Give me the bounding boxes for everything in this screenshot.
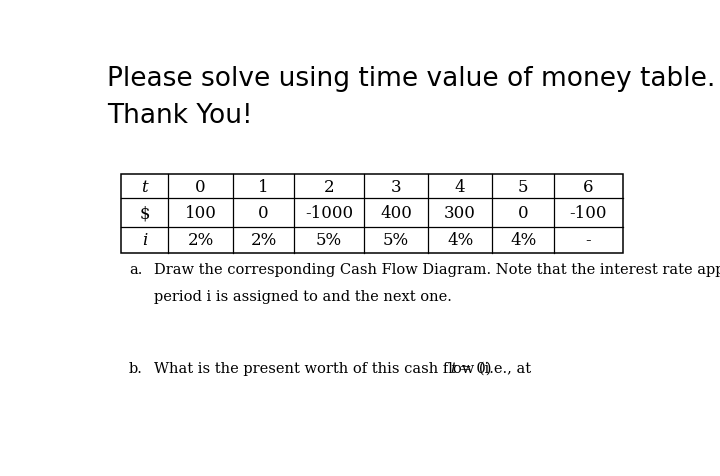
Text: 0: 0 xyxy=(518,205,528,222)
Text: Thank You!: Thank You! xyxy=(107,103,253,129)
Text: 5%: 5% xyxy=(383,232,409,249)
Text: 400: 400 xyxy=(380,205,412,222)
Text: t: t xyxy=(141,178,148,195)
Text: 2: 2 xyxy=(324,178,334,195)
Text: 5%: 5% xyxy=(316,232,342,249)
Text: 300: 300 xyxy=(444,205,476,222)
Text: = 0): = 0) xyxy=(454,361,491,375)
Text: -1000: -1000 xyxy=(305,205,354,222)
Text: -: - xyxy=(585,232,591,249)
Text: 1: 1 xyxy=(258,178,269,195)
Text: Draw the corresponding Cash Flow Diagram. Note that the interest rate applies be: Draw the corresponding Cash Flow Diagram… xyxy=(154,262,720,277)
Text: -100: -100 xyxy=(570,205,607,222)
Text: i: i xyxy=(142,232,147,249)
Text: 0: 0 xyxy=(258,205,269,222)
Text: 2%: 2% xyxy=(187,232,214,249)
Text: 0: 0 xyxy=(195,178,206,195)
Text: 2%: 2% xyxy=(251,232,276,249)
Bar xyxy=(121,174,623,253)
Text: 4: 4 xyxy=(455,178,466,195)
Text: 5: 5 xyxy=(518,178,528,195)
Text: What is the present worth of this cash flow (i.e., at: What is the present worth of this cash f… xyxy=(154,361,536,376)
Text: b.: b. xyxy=(129,361,143,375)
Text: $: $ xyxy=(139,205,150,222)
Text: 6: 6 xyxy=(583,178,594,195)
Text: Please solve using time value of money table.: Please solve using time value of money t… xyxy=(107,66,715,92)
Text: 100: 100 xyxy=(184,205,217,222)
Text: a.: a. xyxy=(129,262,143,277)
Text: 4%: 4% xyxy=(510,232,536,249)
Text: 3: 3 xyxy=(390,178,401,195)
Text: period i is assigned to and the next one.: period i is assigned to and the next one… xyxy=(154,290,452,304)
Text: 4%: 4% xyxy=(447,232,473,249)
Text: t: t xyxy=(450,361,456,375)
